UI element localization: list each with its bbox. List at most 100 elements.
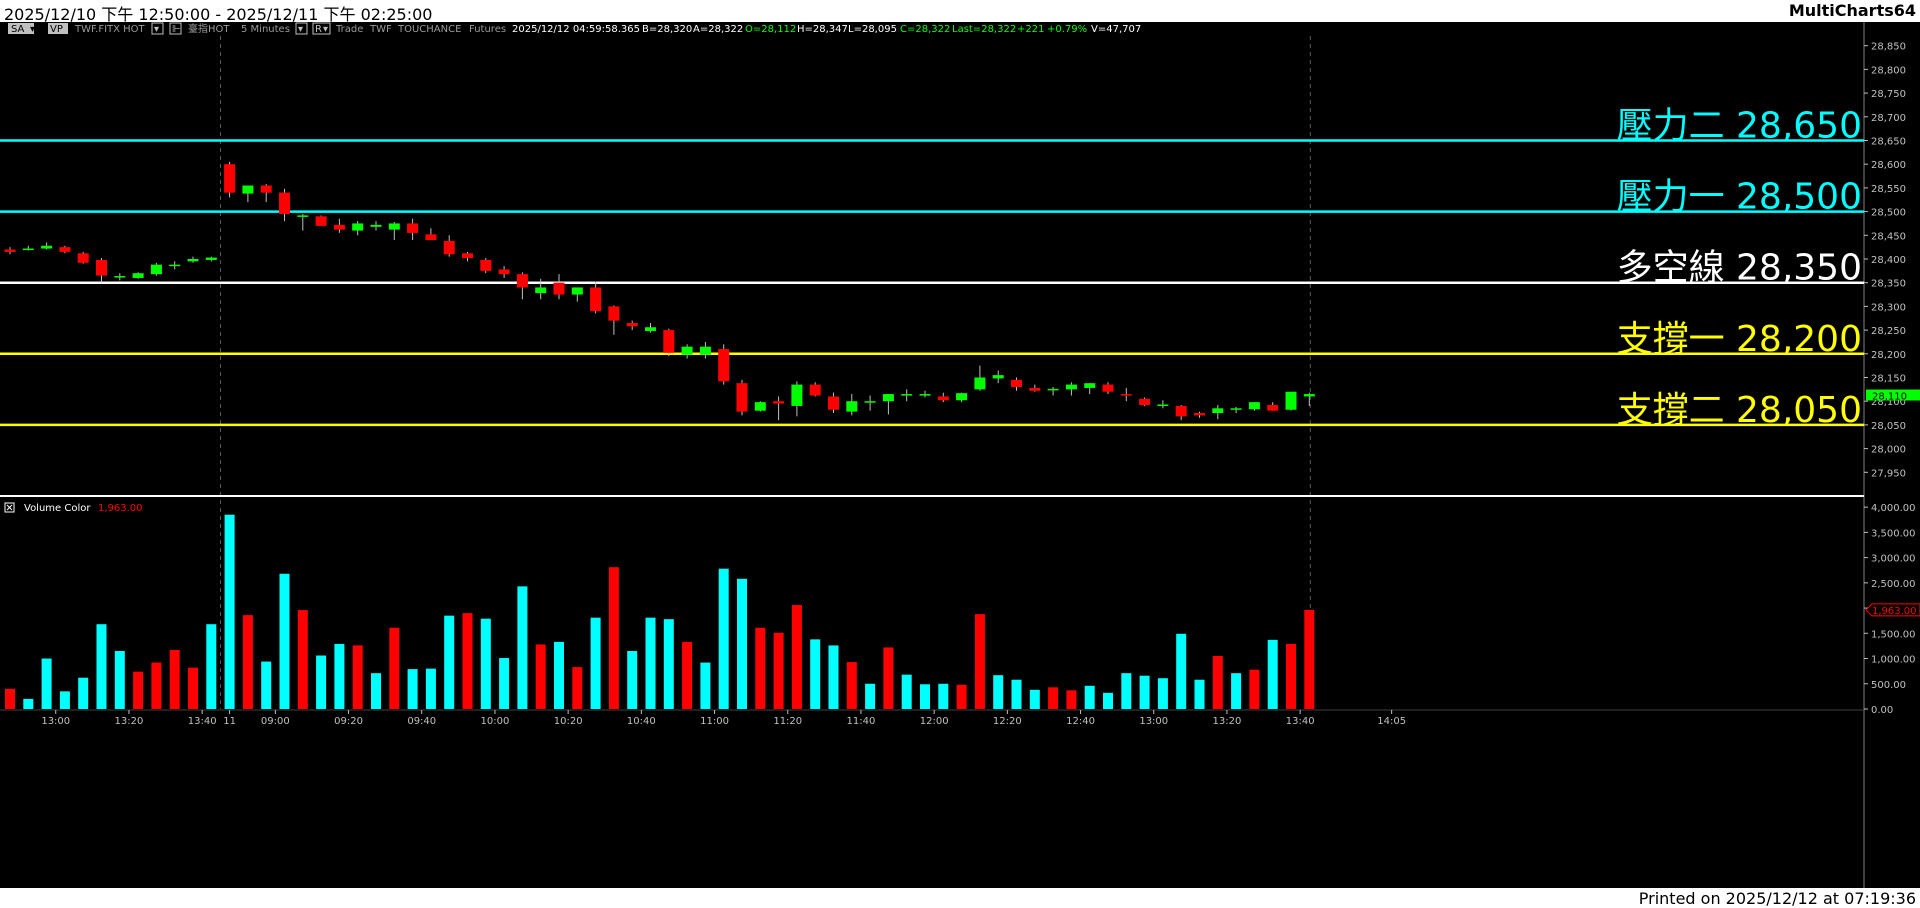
volume-bar [59, 691, 70, 709]
volume-marker: 1,963.00 [1865, 603, 1920, 617]
r-button[interactable] [312, 22, 331, 35]
interval-dropdown[interactable] [295, 22, 308, 35]
quote-datetime: 2025/12/12 04:59:58.365 [512, 24, 640, 35]
candle-body [96, 259, 107, 276]
level-label-resistance: 壓力二 28,650 [1617, 106, 1862, 147]
volume-bar [1157, 678, 1168, 709]
volume-tick-label: 2,500.00 [1871, 579, 1916, 590]
volume-bar [883, 647, 894, 709]
volume-bar [791, 605, 802, 709]
volume-bar [1267, 639, 1278, 709]
candle-body [553, 282, 565, 295]
volume-bar [1084, 685, 1095, 709]
volume-bar [23, 698, 34, 709]
volume-bar [1066, 690, 1077, 709]
app-name: MultiCharts64 [1788, 1, 1916, 20]
candle-body [1139, 398, 1151, 405]
interval-label: 5 Minutes [241, 24, 290, 35]
open-price: O=28,112 [745, 24, 796, 35]
chart-area[interactable] [0, 22, 1920, 888]
volume-marker-label: 1,963.00 [1872, 606, 1917, 617]
volume-bar [151, 662, 162, 709]
candle-body [571, 287, 583, 295]
candle-body [1230, 408, 1242, 410]
volume-indicator-value: 1,963.00 [98, 503, 143, 514]
volume-tick-label: 0.00 [1871, 705, 1893, 716]
candle-body [809, 384, 821, 396]
candle-body [1157, 404, 1169, 407]
candle-body [1047, 388, 1059, 391]
trade-label: Trade [335, 24, 363, 35]
time-tick-label: 10:00 [481, 716, 510, 727]
price-tick-label: 28,450 [1871, 231, 1906, 242]
candle-body [718, 349, 730, 382]
candle-body [1194, 413, 1205, 416]
volume-marker-box [1865, 603, 1920, 617]
close-icon-stroke [6, 504, 13, 511]
volume-bar [224, 514, 235, 709]
candle-body [279, 192, 290, 214]
volume-tick-label: 3,000.00 [1871, 554, 1916, 565]
volume-bar [974, 614, 985, 709]
vp-button[interactable] [48, 23, 68, 34]
candlestick-series [4, 161, 1315, 421]
candle-body [480, 259, 492, 271]
name-icon-box[interactable] [169, 22, 182, 35]
time-tick-label: 13:40 [1286, 716, 1315, 727]
volume-indicator-label: Volume Color [24, 503, 91, 514]
volume-tick-label: 4,000.00 [1871, 503, 1916, 514]
time-tick-label: 12:20 [993, 716, 1022, 727]
volume-bar [1286, 643, 1296, 709]
candle-body [535, 287, 547, 294]
volume-bar [828, 645, 839, 709]
candle-body [1285, 391, 1297, 410]
candle-body [1065, 384, 1077, 390]
last-price-marker-box [1866, 389, 1920, 401]
exchange-label: TWF [369, 24, 392, 35]
price-tick-label: 28,100 [1871, 397, 1906, 408]
candle-body [882, 394, 894, 402]
time-tick-label: 13:00 [41, 716, 70, 727]
candle-body [846, 401, 858, 412]
volume-bar [462, 613, 473, 709]
volume-bar [389, 627, 400, 709]
time-tick-label: 11 [223, 716, 236, 727]
chart-canvas[interactable]: SA ▾ VP TWF.FITX HOT ▾ ⊩ 臺指HOT 5 Minutes… [0, 22, 1920, 888]
time-axis: 13:00 13:20 13:40 11 09:00 09:20 09:40 10:00 10:… [0, 709, 1864, 727]
candle-body [590, 287, 602, 312]
candle-body [407, 223, 419, 233]
candle-body [169, 264, 181, 267]
candle-body [4, 249, 16, 252]
time-tick-label: 09:40 [407, 716, 436, 727]
volume-bar [425, 668, 436, 709]
volume-bar [1231, 673, 1242, 709]
candle-body [1267, 404, 1279, 411]
candle-body [992, 375, 1004, 379]
print-footer: Printed on 2025/12/12 at 07:19:36 [0, 888, 1920, 908]
price-tick-label: 28,700 [1871, 113, 1906, 124]
volume-bar [444, 615, 455, 709]
candle-body [498, 269, 510, 275]
candle-body [205, 257, 217, 260]
time-tick-label: 14:05 [1377, 716, 1406, 727]
vp-label: VP [50, 24, 63, 35]
candle-body [1102, 384, 1114, 392]
candle-body [699, 346, 711, 355]
candle-body [425, 234, 437, 241]
volume-bar [627, 650, 638, 709]
time-tick-label: 11:20 [773, 716, 802, 727]
volume-series [5, 514, 1315, 709]
close-icon[interactable] [4, 502, 15, 513]
candle-body [773, 401, 785, 404]
volume-total: V=47,707 [1091, 24, 1141, 35]
sa-button[interactable] [8, 23, 34, 34]
price-axis[interactable]: 28,850 28,800 28,750 28,700 28,650 28,600 28,5… [1863, 22, 1906, 888]
candle-body [1011, 379, 1022, 387]
r-label: R [315, 24, 322, 35]
volume-bar [810, 639, 821, 709]
price-tick-label: 28,250 [1871, 326, 1906, 337]
time-tick-label: 12:40 [1066, 716, 1095, 727]
symbol-dropdown[interactable] [151, 22, 164, 35]
chevron-down-icon: ▾ [154, 24, 159, 35]
candle-body [1175, 405, 1187, 417]
